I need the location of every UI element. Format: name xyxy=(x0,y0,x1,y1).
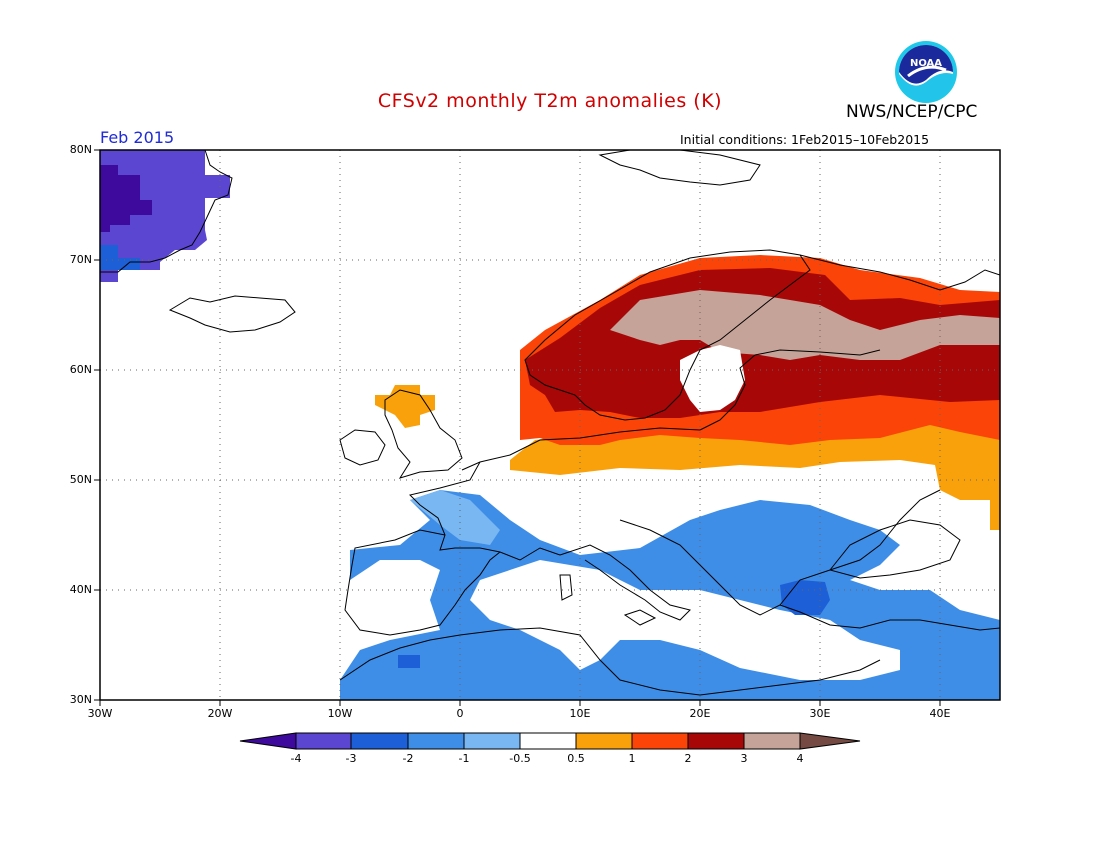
coast-baltic-east xyxy=(699,349,881,431)
lat-label-50n: 50N xyxy=(69,473,92,486)
anomaly-south-white-gap-1 xyxy=(470,560,900,680)
lat-label-40n: 40N xyxy=(69,583,92,596)
logo-text: NOAA xyxy=(910,58,942,69)
coast-sardinia xyxy=(559,574,573,601)
colorbar-bin-2 xyxy=(350,732,409,750)
colorbar-arrow-left xyxy=(239,732,297,750)
colorbar-label: -2 xyxy=(402,752,414,765)
colorbar-bin-4 xyxy=(463,732,521,750)
lon-label-30w: 30W xyxy=(87,707,113,720)
lat-label-80n: 80N xyxy=(69,143,92,156)
coast-iberia xyxy=(344,529,501,636)
anomaly-scandinavia-white-gap xyxy=(680,345,745,412)
coast-turkey xyxy=(779,604,1000,631)
coast-france xyxy=(409,461,561,561)
coast-north-africa xyxy=(339,627,881,696)
coastlines xyxy=(100,150,1000,696)
colorbar-label: 1 xyxy=(628,752,636,765)
map-frame xyxy=(99,149,1001,701)
anomaly-scandinavia-warm-max xyxy=(610,290,1000,360)
colorbar-bin-1 xyxy=(295,732,352,750)
anomaly-europe-warm-light xyxy=(510,420,1000,530)
lon-label-10e: 10E xyxy=(569,707,591,720)
colorbar-label: -4 xyxy=(290,752,302,765)
colorbar-label: 2 xyxy=(684,752,692,765)
coast-northern-russia xyxy=(799,254,1000,291)
coast-britain xyxy=(384,389,463,479)
month-label: Feb 2015 xyxy=(100,128,175,147)
colorbar-label: 4 xyxy=(796,752,804,765)
coast-continent-west xyxy=(461,427,701,471)
coast-svalbard xyxy=(598,150,761,186)
colorbar-label: -0.5 xyxy=(509,752,531,765)
colorbar-bin-8 xyxy=(687,732,745,750)
lon-label-20e: 20E xyxy=(689,707,711,720)
lon-label-0: 0 xyxy=(456,707,464,720)
graticule xyxy=(100,150,1000,700)
coast-iceland xyxy=(168,295,296,333)
colorbar-bin-9 xyxy=(743,732,801,750)
coast-italy xyxy=(559,544,691,621)
coast-scandinavia xyxy=(524,249,811,421)
colorbar-bin-6 xyxy=(575,732,633,750)
anomaly-greenland-extreme xyxy=(100,165,152,232)
map-title: CFSv2 monthly T2m anomalies (K) xyxy=(377,90,723,112)
lat-label-60n: 60N xyxy=(69,363,92,376)
anomaly-iberia-dark xyxy=(398,655,420,668)
colorbar-bin-7 xyxy=(631,732,689,750)
colorbar xyxy=(239,732,861,750)
colorbar-label: 0.5 xyxy=(567,752,585,765)
colorbar-label: -1 xyxy=(458,752,470,765)
agency-label: NWS/NCEP/CPC xyxy=(846,102,978,122)
colorbar-label: 3 xyxy=(740,752,748,765)
anomaly-southern-europe-light xyxy=(410,490,500,545)
lon-label-10w: 10W xyxy=(327,707,353,720)
initial-conditions-label: Initial conditions: 1Feb2015–10Feb2015 xyxy=(680,132,930,147)
colorbar-bin-3 xyxy=(407,732,465,750)
coast-ireland xyxy=(339,429,386,466)
lat-label-30n: 30N xyxy=(69,693,92,706)
lon-label-40e: 40E xyxy=(929,707,951,720)
anomaly-greenland-m2 xyxy=(100,245,140,270)
noaa-logo-icon: NOAA xyxy=(895,41,957,103)
coast-sicily xyxy=(623,609,657,626)
colorbar-bin-5 xyxy=(519,732,577,750)
lon-label-30e: 30E xyxy=(809,707,831,720)
lon-label-20w: 20W xyxy=(207,707,233,720)
axis-ticks xyxy=(94,149,941,706)
colorbar-label: -3 xyxy=(345,752,357,765)
coast-black-sea xyxy=(829,519,961,579)
colorbar-arrow-right xyxy=(799,732,861,750)
lat-label-70n: 70N xyxy=(69,253,92,266)
anomaly-shading xyxy=(100,150,1000,700)
coast-greenland xyxy=(100,150,233,273)
